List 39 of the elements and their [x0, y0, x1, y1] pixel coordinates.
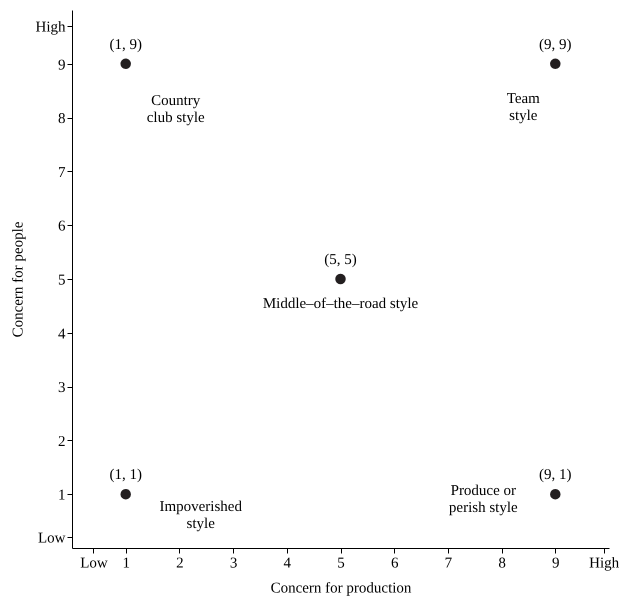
- point: [120, 488, 131, 500]
- annotation: Team style: [506, 90, 540, 124]
- annotation: Middle–of–the–road style: [262, 296, 419, 312]
- y-tick-label: 9: [58, 57, 66, 74]
- y-tick-label: 6: [58, 218, 66, 235]
- y-tick-label: 1: [58, 488, 66, 504]
- x-axis-title: Concern for production: [270, 580, 412, 596]
- x-tick-label: 2: [176, 556, 184, 572]
- data-label: (9, 9): [539, 36, 572, 53]
- x-tick-label: 4: [284, 556, 292, 572]
- annotation: Produce or perish style: [448, 483, 518, 516]
- annotation: Country club style: [146, 92, 205, 126]
- data-label: (9, 1): [539, 467, 572, 484]
- x-tick-label: 9: [552, 556, 560, 572]
- x-tick-label: High: [589, 556, 620, 572]
- y-tick-label: 3: [58, 380, 66, 396]
- x-tick-label: Low: [80, 556, 108, 572]
- data-label: (1, 9): [109, 36, 142, 53]
- y-tick-label: 8: [58, 111, 66, 128]
- y-axis-title: Concern for people: [10, 221, 26, 338]
- y-tick-label: 7: [58, 164, 66, 181]
- y-tick-label: High: [36, 20, 66, 36]
- y-tick-label: 4: [58, 326, 66, 342]
- x-tick-label: 7: [444, 556, 453, 572]
- point: [120, 58, 131, 70]
- point: [335, 274, 346, 284]
- data-label: (1, 1): [109, 467, 142, 484]
- annotation: Impoverished style: [159, 499, 242, 532]
- y-tick-label: 2: [58, 434, 66, 450]
- x-tick-label: 5: [337, 556, 345, 572]
- x-tick-label: 3: [230, 556, 238, 572]
- y-tick-label: 5: [58, 272, 66, 288]
- point: [550, 58, 561, 70]
- x-tick-label: 8: [498, 556, 506, 572]
- x-tick-label: 6: [390, 556, 399, 572]
- data-label: (5, 5): [324, 252, 357, 268]
- y-tick-label: Low: [38, 530, 66, 547]
- point: [550, 488, 561, 500]
- x-tick-label: 1: [122, 556, 130, 572]
